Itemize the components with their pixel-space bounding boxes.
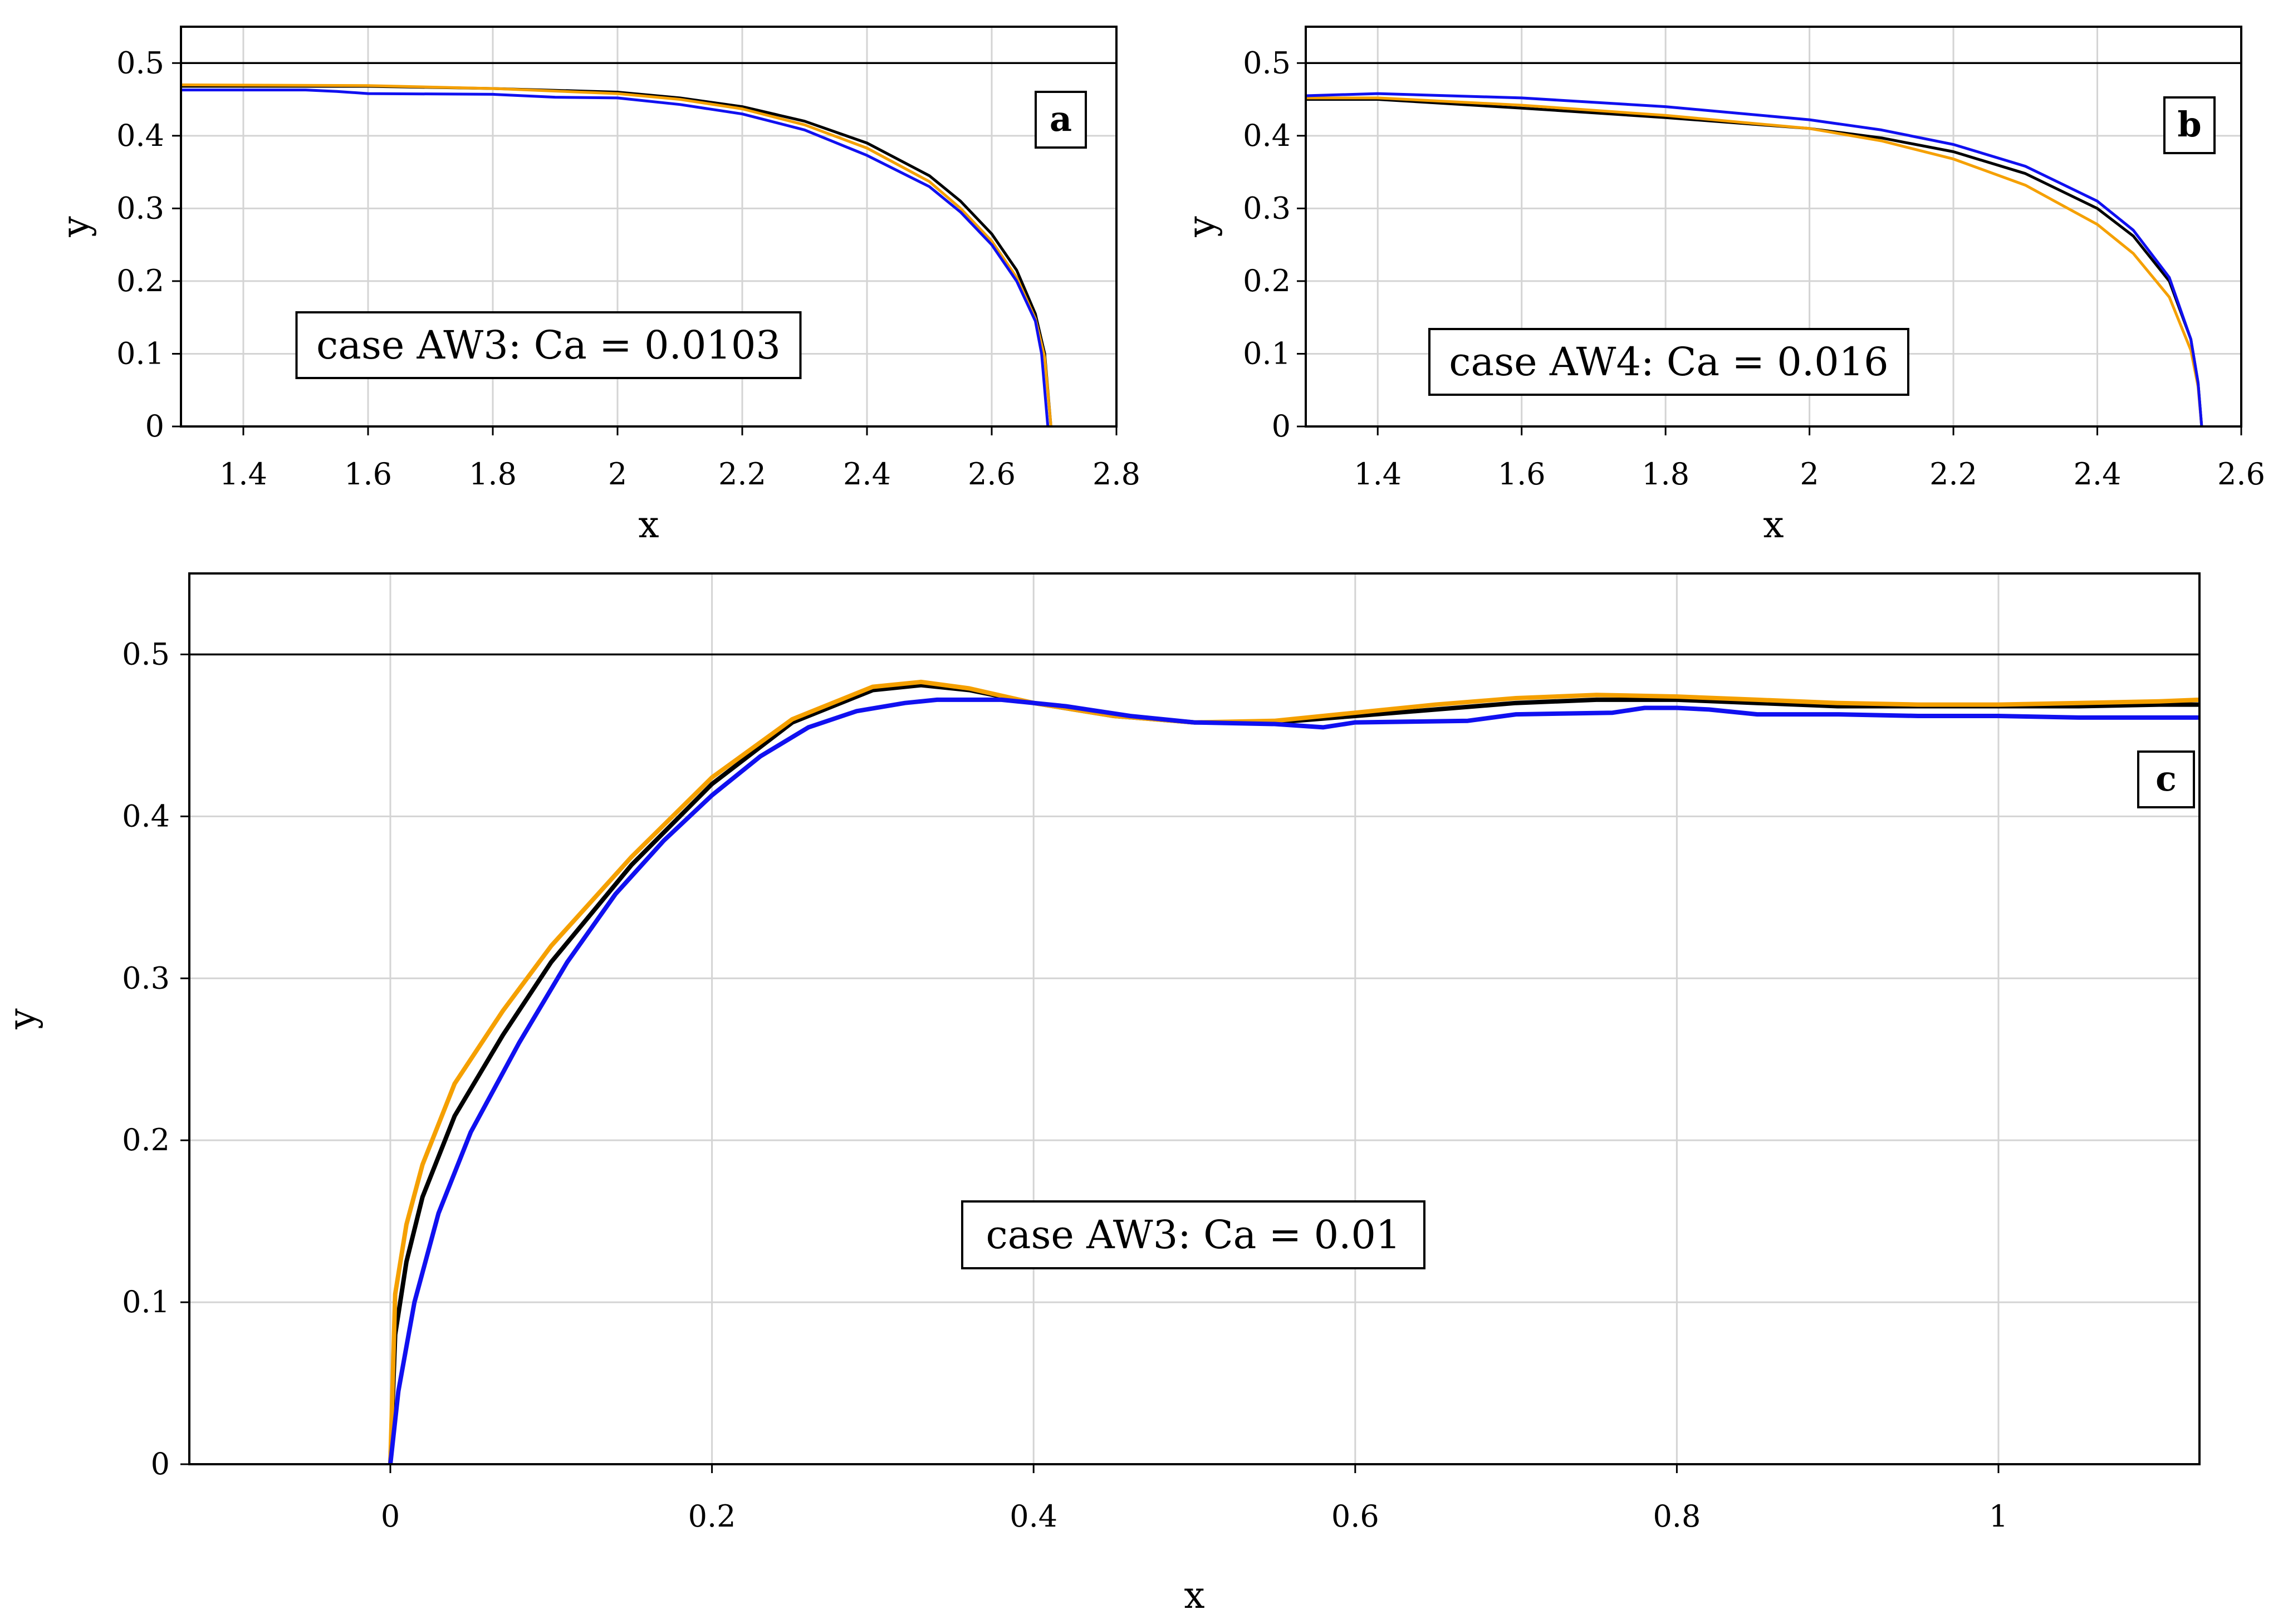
x-tick-label: 1.4 xyxy=(1354,457,1402,492)
x-tick-label: 1.8 xyxy=(1642,457,1689,492)
y-tick-label: 0 xyxy=(1272,409,1291,444)
annotation-text: case AW4: Ca = 0.016 xyxy=(1449,339,1888,385)
x-tick-label: 0 xyxy=(381,1499,400,1534)
x-tick-label: 1.8 xyxy=(469,457,517,492)
plot-frame xyxy=(188,572,2201,1465)
chart-c: 0 0.2 0.4 0.6 0.8 1 0 0.1 0.2 0.3 0.4 0.5 x y case AW3… xyxy=(1,572,2201,1617)
panel-tag-label: b xyxy=(2177,104,2201,145)
panel-tag-box xyxy=(1035,91,1087,149)
x-tick-label: 0.8 xyxy=(1653,1499,1701,1534)
y-tick-label: 0.3 xyxy=(1243,190,1291,225)
series-line-orange xyxy=(1306,96,2203,426)
x-tick-label: 2.2 xyxy=(718,457,766,492)
x-axis-label: x xyxy=(1763,503,1784,546)
x-tick-label: 2.6 xyxy=(2217,457,2265,492)
chart-b: 1.4 1.6 1.8 2 2.2 2.4 2.6 0 0.1 0.2 0.3 0.4 0.5 x y cas… xyxy=(1180,26,2265,546)
x-tick-label: 2.4 xyxy=(2074,457,2122,492)
x-tick-label: 0.4 xyxy=(1010,1499,1057,1534)
y-tick-label: 0.5 xyxy=(122,636,170,671)
y-tick-label: 0.4 xyxy=(1243,118,1291,153)
x-axis-label: x xyxy=(1184,1574,1204,1617)
panel-tag-label: a xyxy=(1050,99,1072,139)
series-line-black xyxy=(388,683,2199,1464)
x-tick-label: 0.6 xyxy=(1331,1499,1379,1534)
y-tick-label: 0.4 xyxy=(116,118,164,153)
y-tick-label: 0.2 xyxy=(116,263,164,298)
annotation-box xyxy=(961,1200,1425,1269)
x-tick-label: 2 xyxy=(608,457,627,492)
y-tick-label: 0.4 xyxy=(122,798,170,833)
series-group xyxy=(181,83,1052,426)
series-line-blue xyxy=(181,89,1050,426)
y-axis-label: y xyxy=(54,216,97,238)
panel-tag-box xyxy=(2163,96,2216,154)
y-tick-label: 0.5 xyxy=(116,45,164,80)
plot-frame xyxy=(1305,26,2242,428)
x-tick-label: 2.2 xyxy=(1929,457,1977,492)
y-tick-label: 0.2 xyxy=(122,1122,170,1157)
annotation-text: case AW3: Ca = 0.01 xyxy=(986,1212,1401,1258)
annotation-box xyxy=(1428,328,1909,396)
x-tick-label: 1.4 xyxy=(219,457,267,492)
x-tick-label: 1.6 xyxy=(344,457,392,492)
x-tick-label: 2 xyxy=(1800,457,1819,492)
series-line-orange xyxy=(388,679,2199,1464)
series-line-blue xyxy=(1306,92,2203,426)
panel-tag-box xyxy=(2137,750,2195,808)
x-axis-label: x xyxy=(638,503,659,546)
y-tick-label: 0.3 xyxy=(122,960,170,995)
x-tick-label: 1 xyxy=(1989,1499,2008,1534)
y-tick-label: 0.3 xyxy=(116,190,164,225)
annotation-box xyxy=(295,311,802,379)
y-axis-label: y xyxy=(1180,216,1223,238)
y-tick-label: 0.1 xyxy=(116,336,164,371)
y-tick-label: 0.2 xyxy=(1243,263,1291,298)
series-group xyxy=(1306,92,2203,426)
panel-tag-label: c xyxy=(2155,758,2177,799)
y-tick-label: 0 xyxy=(151,1446,170,1481)
y-tick-label: 0.1 xyxy=(122,1284,170,1319)
x-tick-label: 2.8 xyxy=(1092,457,1140,492)
y-tick-label: 0.5 xyxy=(1243,45,1291,80)
annotation-text: case AW3: Ca = 0.0103 xyxy=(316,322,781,368)
plot-frame xyxy=(180,26,1118,428)
chart-a: 1.4 1.6 1.8 2 2.2 2.4 2.6 2.8 0 0.1 0.2 0.3 0.4 0.5 x y… xyxy=(54,26,1140,546)
y-tick-label: 0.1 xyxy=(1243,336,1291,371)
x-tick-label: 0.2 xyxy=(688,1499,736,1534)
x-tick-label: 1.6 xyxy=(1498,457,1546,492)
x-tick-label: 2.4 xyxy=(843,457,891,492)
series-group xyxy=(388,679,2199,1464)
x-tick-label: 2.6 xyxy=(968,457,1016,492)
series-line-blue xyxy=(388,697,2199,1464)
y-axis-label: y xyxy=(1,1008,43,1030)
y-tick-label: 0 xyxy=(145,409,164,444)
